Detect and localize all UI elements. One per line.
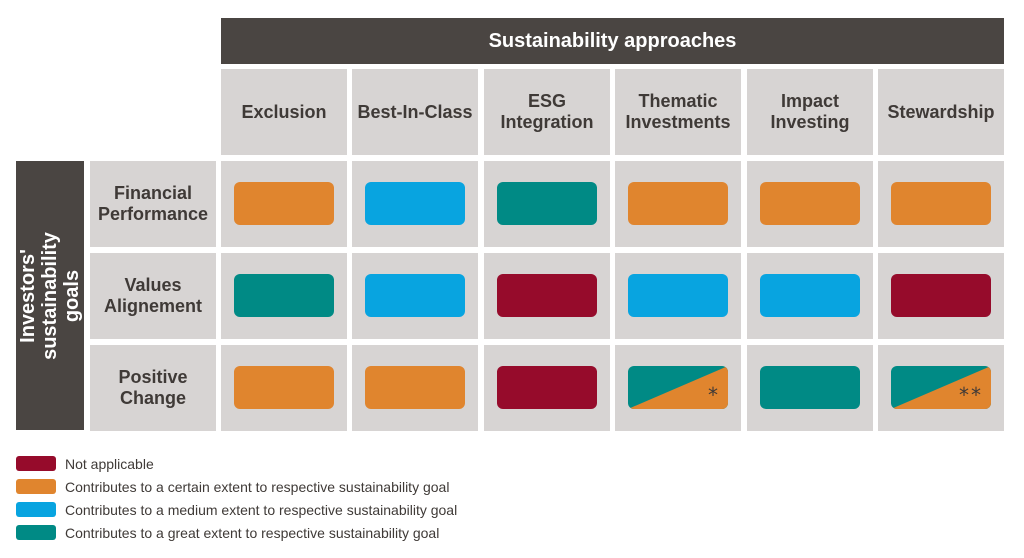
matrix-cell: [352, 161, 478, 247]
matrix-cell: [484, 253, 610, 339]
row-header-values-alignement: Values Alignement: [90, 253, 216, 339]
matrix-cell: [878, 253, 1004, 339]
rating-swatch-medium: [365, 182, 465, 225]
split-triangle: [628, 366, 728, 409]
rating-swatch-certain: [234, 182, 334, 225]
legend-item-not-applicable: Not applicable: [16, 452, 457, 475]
rating-swatch-certain: [365, 366, 465, 409]
goals-side-title: Investors' sustainability goals: [17, 231, 83, 360]
matrix-cell: [352, 253, 478, 339]
row-header-financial-performance: Financial Performance: [90, 161, 216, 247]
matrix-cell: [221, 161, 347, 247]
rating-swatch-certain: [891, 182, 991, 225]
legend-swatch: [16, 525, 56, 540]
rating-swatch-certain: [760, 182, 860, 225]
footnote-mark: *: [708, 383, 720, 407]
rating-swatch-not-applicable: [497, 366, 597, 409]
matrix-cell: [878, 161, 1004, 247]
rating-swatch-medium: [628, 274, 728, 317]
rating-swatch-great: [234, 274, 334, 317]
legend-label: Contributes to a certain extent to respe…: [65, 478, 450, 495]
footnote-mark: **: [959, 383, 983, 407]
legend-item-certain: Contributes to a certain extent to respe…: [16, 475, 457, 498]
rating-swatch-certain: [234, 366, 334, 409]
column-header-exclusion: Exclusion: [221, 69, 347, 155]
legend-swatch: [16, 456, 56, 471]
legend: Not applicable Contributes to a certain e…: [16, 452, 457, 544]
rating-swatch-great: *: [628, 366, 728, 409]
rating-swatch-great: [760, 366, 860, 409]
matrix-cell: [484, 345, 610, 431]
matrix-cell: [221, 253, 347, 339]
split-triangle: [891, 366, 991, 409]
matrix-cell: [747, 161, 873, 247]
matrix-cell: [615, 253, 741, 339]
matrix-cell: [747, 253, 873, 339]
matrix-cell: [221, 345, 347, 431]
rating-swatch-certain: [628, 182, 728, 225]
column-header-esg-integration: ESG Integration: [484, 69, 610, 155]
legend-label: Not applicable: [65, 455, 154, 472]
legend-item-great: Contributes to a great extent to respect…: [16, 521, 457, 544]
approaches-header: Sustainability approaches: [221, 18, 1004, 64]
legend-label: Contributes to a great extent to respect…: [65, 524, 440, 541]
rating-swatch-not-applicable: [891, 274, 991, 317]
legend-swatch: [16, 502, 56, 517]
row-header-positive-change: Positive Change: [90, 345, 216, 431]
matrix-cell: **: [878, 345, 1004, 431]
legend-swatch: [16, 479, 56, 494]
matrix-cell: [747, 345, 873, 431]
column-header-best-in-class: Best-In-Class: [352, 69, 478, 155]
legend-item-medium: Contributes to a medium extent to respec…: [16, 498, 457, 521]
rating-swatch-medium: [365, 274, 465, 317]
column-header-thematic-investments: Thematic Investments: [615, 69, 741, 155]
rating-swatch-great: [497, 182, 597, 225]
goals-side-header: Investors' sustainability goals: [16, 161, 84, 430]
rating-swatch-not-applicable: [497, 274, 597, 317]
matrix-cell: [352, 345, 478, 431]
matrix-cell: [484, 161, 610, 247]
matrix-cell: [615, 161, 741, 247]
legend-label: Contributes to a medium extent to respec…: [65, 501, 458, 518]
rating-swatch-medium: [760, 274, 860, 317]
column-header-stewardship: Stewardship: [878, 69, 1004, 155]
rating-swatch-great: **: [891, 366, 991, 409]
column-header-impact-investing: Impact Investing: [747, 69, 873, 155]
matrix-cell: *: [615, 345, 741, 431]
